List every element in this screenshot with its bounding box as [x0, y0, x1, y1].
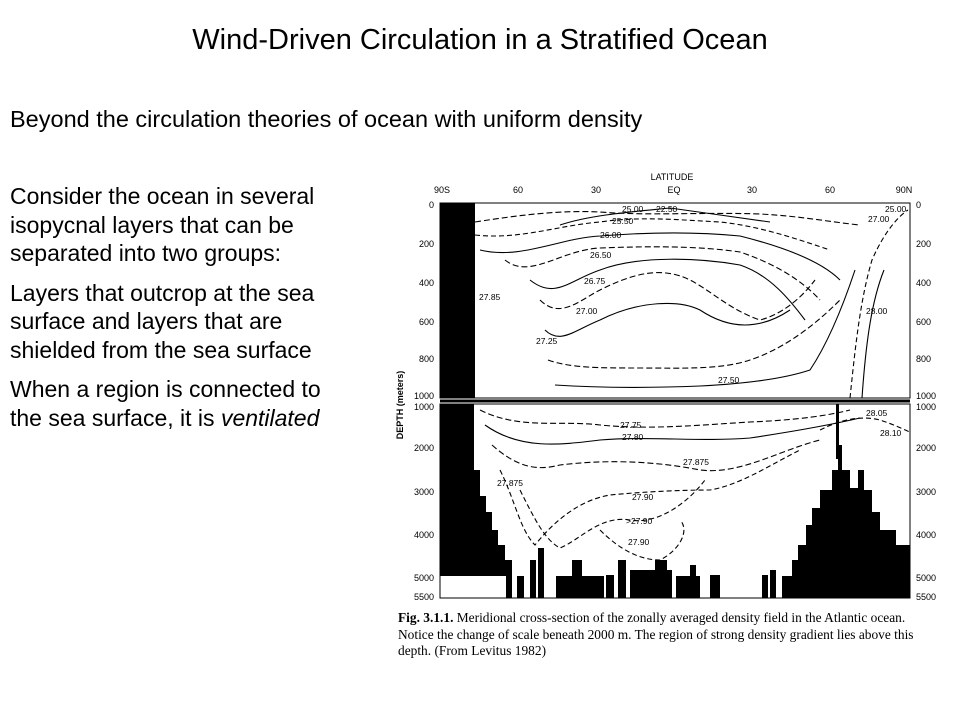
bullet-outcrop-shielded: Layers that outcrop at the sea surface a… [10, 279, 315, 363]
label-22-50: 22.50 [656, 204, 678, 214]
upper-tick-1000: 1000 [414, 391, 434, 401]
lower-depth-ticks-left: 1000 2000 3000 4000 5000 5500 [414, 402, 434, 602]
density-section-figure: LATITUDE 90S 60 30 EQ 30 60 90N DEPTH (m… [380, 168, 940, 668]
label-gt-27-90: >27.90 [626, 516, 653, 526]
label-26-00: 26.00 [600, 230, 622, 240]
label-27-875-b: 27.875 [497, 478, 523, 488]
ventilated-emphasis: ventilated [220, 404, 320, 431]
lat-tick-90s: 90S [434, 185, 450, 195]
upper-tick-1000-r: 1000 [916, 391, 936, 401]
lower-tick-5500: 5500 [414, 592, 434, 602]
lower-tick-2000: 2000 [414, 443, 434, 453]
lat-tick-90n: 90N [896, 185, 913, 195]
upper-tick-800: 800 [419, 354, 434, 364]
bullet-ventilated: When a region is connected to the sea su… [10, 375, 350, 432]
latitude-axis-title: LATITUDE [651, 172, 694, 182]
lat-tick-eq: EQ [667, 185, 680, 195]
upper-tick-200: 200 [419, 239, 434, 249]
lower-tick-3000-r: 3000 [916, 487, 936, 497]
lower-tick-3000: 3000 [414, 487, 434, 497]
bullet-text-block: Consider the ocean in several isopycnal … [10, 182, 350, 443]
lower-depth-ticks-right: 1000 2000 3000 4000 5000 5500 [916, 402, 936, 602]
label-25-00: 25.00 [622, 204, 644, 214]
lower-contours [479, 409, 911, 561]
lat-tick-30n: 30 [747, 185, 757, 195]
upper-tick-200-r: 200 [916, 239, 931, 249]
lat-tick-60n: 60 [825, 185, 835, 195]
lower-tick-5000-r: 5000 [916, 573, 936, 583]
lower-tick-1000-r: 1000 [916, 402, 936, 412]
label-27-00: 27.00 [576, 306, 598, 316]
caption-label: Fig. 3.1.1. [398, 610, 454, 625]
lower-tick-2000-r: 2000 [916, 443, 936, 453]
lat-tick-30s: 30 [591, 185, 601, 195]
upper-tick-600-r: 600 [916, 317, 931, 327]
seafloor-bathymetry [506, 404, 910, 598]
figure-caption: Fig. 3.1.1. Meridional cross-section of … [398, 610, 943, 660]
upper-tick-0-r: 0 [916, 200, 921, 210]
slide-title: Wind-Driven Circulation in a Stratified … [192, 24, 768, 56]
label-27-90-a: 27.90 [632, 492, 654, 502]
label-28-00: 28.00 [866, 306, 888, 316]
label-27-875-a: 27.875 [683, 457, 709, 467]
label-27-90-b: 27.90 [628, 537, 650, 547]
upper-tick-400-r: 400 [916, 278, 931, 288]
label-26-75: 26.75 [584, 276, 606, 286]
label-25-50: 25.50 [612, 216, 634, 226]
lower-tick-4000: 4000 [414, 530, 434, 540]
upper-depth-ticks-right: 0 200 400 600 800 1000 [916, 200, 936, 401]
label-27-25: 27.25 [536, 336, 558, 346]
label-27-80: 27.80 [622, 432, 644, 442]
upper-contours [474, 207, 909, 399]
caption-text: Meridional cross-section of the zonally … [398, 610, 914, 658]
latitude-ticks: 90S 60 30 EQ 30 60 90N [434, 185, 912, 195]
upper-tick-0: 0 [429, 200, 434, 210]
label-27-50: 27.50 [718, 375, 740, 385]
upper-tick-400: 400 [419, 278, 434, 288]
contour-labels-upper: 25.00 22.50 25.50 26.00 26.50 26.75 27.0… [479, 204, 907, 385]
slide-subtitle: Beyond the circulation theories of ocean… [10, 106, 643, 132]
label-27-75: 27.75 [620, 420, 642, 430]
bullet-isopycnal-layers: Consider the ocean in several isopycnal … [10, 183, 315, 266]
ventilated-prefix: When a region is connected to the sea su… [10, 376, 321, 431]
depth-axis-title: DEPTH (meters) [395, 371, 405, 440]
upper-tick-800-r: 800 [916, 354, 931, 364]
upper-depth-ticks-left: 0 200 400 600 800 1000 [414, 200, 434, 401]
label-28-05: 28.05 [866, 408, 888, 418]
antarctica-lower [440, 404, 512, 576]
upper-tick-600: 600 [419, 317, 434, 327]
lower-tick-1000: 1000 [414, 402, 434, 412]
label-25-00-n: 25.00 [885, 204, 907, 214]
contour-labels-lower: 27.75 27.80 27.875 27.875 27.90 >27.90 2… [497, 408, 902, 547]
label-27-85: 27.85 [479, 292, 501, 302]
label-28-10: 28.10 [880, 428, 902, 438]
lat-tick-60s: 60 [513, 185, 523, 195]
lower-tick-4000-r: 4000 [916, 530, 936, 540]
lower-tick-5500-r: 5500 [916, 592, 936, 602]
label-27-00-n: 27.00 [868, 214, 890, 224]
antarctica-upper [440, 203, 475, 398]
label-26-50: 26.50 [590, 250, 612, 260]
lower-tick-5000: 5000 [414, 573, 434, 583]
